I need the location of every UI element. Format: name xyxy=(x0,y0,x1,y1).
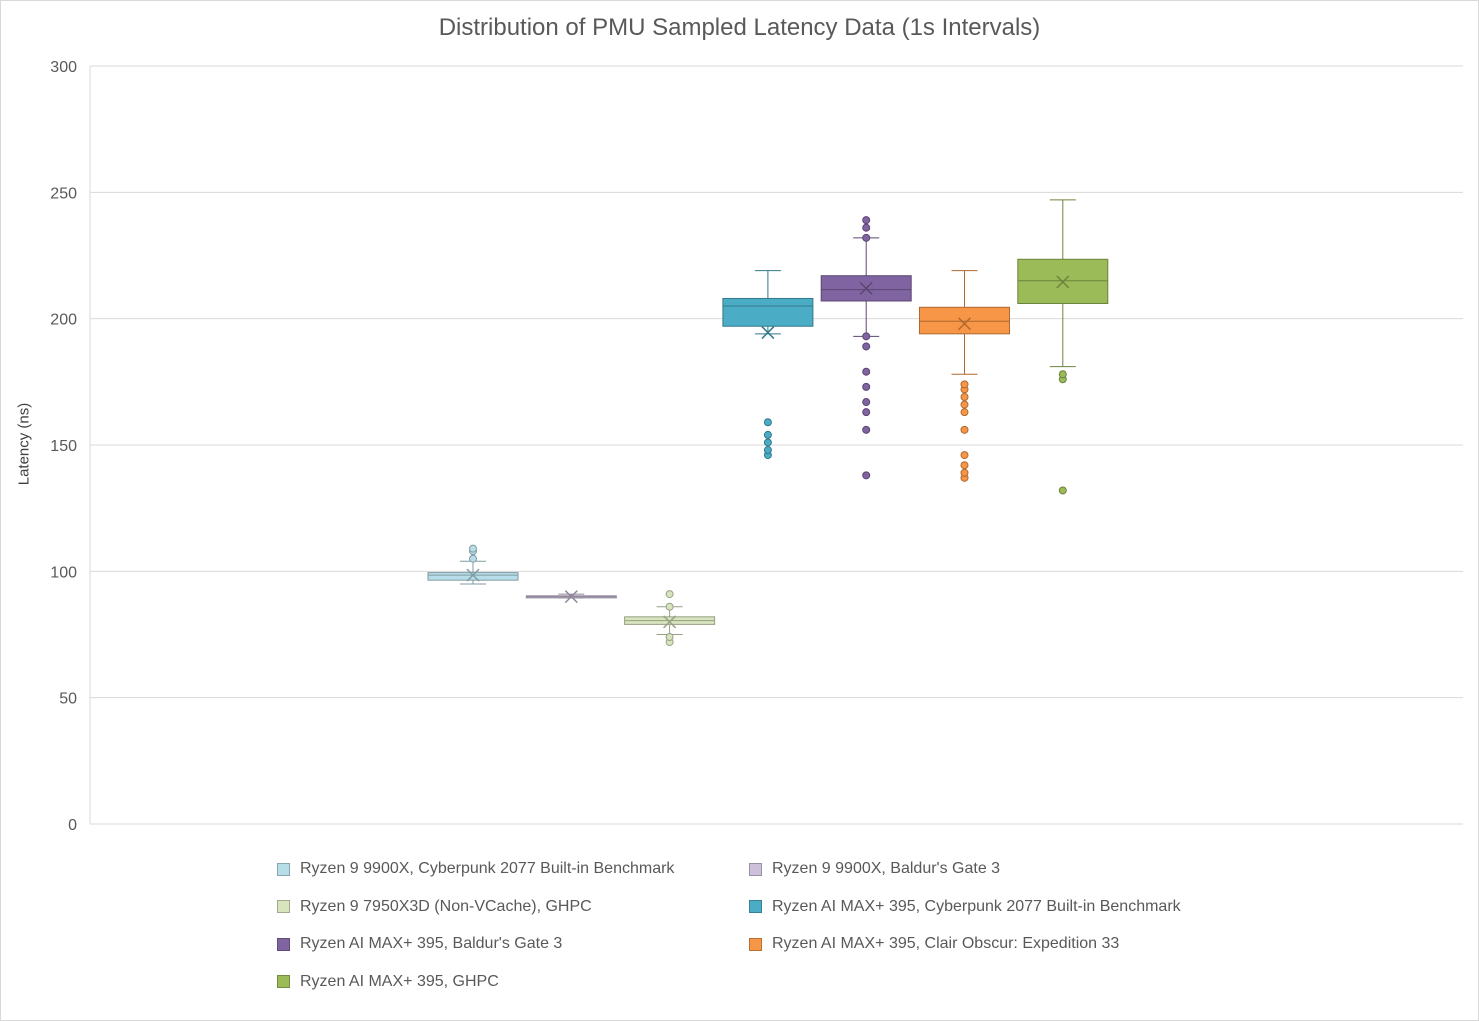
box-outlier-point xyxy=(862,342,871,351)
box-outlier-point xyxy=(1058,486,1067,495)
box-outlier-point xyxy=(960,380,969,389)
box-outlier-point xyxy=(469,544,477,553)
box-outlier-point xyxy=(469,554,477,563)
box-outlier-point xyxy=(665,633,674,642)
box-outlier-point xyxy=(960,408,969,417)
box-outlier-point xyxy=(960,461,969,470)
y-tick-label: 100 xyxy=(50,564,77,581)
legend-swatch xyxy=(277,900,290,913)
y-tick-label: 300 xyxy=(50,59,77,76)
box-outlier-point xyxy=(960,400,969,409)
box-outlier-point xyxy=(862,233,871,242)
legend-swatch xyxy=(749,937,762,951)
legend-item: Ryzen 9 9900X, Baldur's Gate 3 xyxy=(749,860,1000,878)
legend-swatch xyxy=(277,937,290,951)
box-outlier-point xyxy=(960,468,969,477)
box-mean-marker xyxy=(957,317,972,331)
box-outlier-point xyxy=(862,332,871,341)
y-tick-label: 250 xyxy=(50,185,77,202)
legend-swatch xyxy=(749,862,762,876)
legend-item: Ryzen AI MAX+ 395, Baldur's Gate 3 xyxy=(277,935,562,953)
legend-item: Ryzen 9 9900X, Cyberpunk 2077 Built-in B… xyxy=(277,860,674,878)
box-iqr xyxy=(722,297,814,327)
legend-swatch xyxy=(277,862,290,876)
legend-swatch xyxy=(749,900,762,913)
box-outlier-point xyxy=(763,438,772,447)
legend-label: Ryzen AI MAX+ 395, Cyberpunk 2077 Built-… xyxy=(772,897,1181,915)
y-tick-label: 150 xyxy=(50,438,77,455)
box-outlier-point xyxy=(1058,370,1067,379)
box-outlier-point xyxy=(862,408,871,417)
box-outlier-point xyxy=(862,367,871,376)
legend-item: Ryzen 9 7950X3D (Non-VCache), GHPC xyxy=(277,898,592,916)
legend-item: Ryzen AI MAX+ 395, GHPC xyxy=(277,973,499,991)
y-tick-label: 200 xyxy=(50,312,77,329)
legend-label: Ryzen 9 9900X, Baldur's Gate 3 xyxy=(772,860,1001,877)
box-outlier-point xyxy=(862,425,871,434)
box-outlier-point xyxy=(960,451,969,460)
legend-label: Ryzen 9 9900X, Cyberpunk 2077 Built-in B… xyxy=(300,860,675,877)
legend-item: Ryzen AI MAX+ 395, Clair Obscur: Expedit… xyxy=(749,935,1119,953)
legend-label: Ryzen AI MAX+ 395, GHPC xyxy=(300,972,499,990)
box-mean-marker xyxy=(564,590,578,604)
box-outlier-point xyxy=(763,446,772,455)
box-outlier-point xyxy=(665,602,674,611)
box-outlier-point xyxy=(862,471,871,480)
box-outlier-point xyxy=(665,590,674,599)
box-mean-marker xyxy=(1056,275,1070,289)
box-mean-marker xyxy=(663,615,677,629)
box-outlier-point xyxy=(862,382,871,391)
box-outlier-point xyxy=(862,223,871,232)
legend-label: Ryzen AI MAX+ 395, Baldur's Gate 3 xyxy=(300,935,563,952)
box-outlier-point xyxy=(862,216,871,225)
box-outlier-point xyxy=(960,425,969,434)
legend-label: Ryzen AI MAX+ 395, Clair Obscur: Expedit… xyxy=(772,935,1120,952)
box-iqr xyxy=(919,306,1010,335)
box-outlier-point xyxy=(763,418,772,427)
box-outlier-point xyxy=(763,430,772,439)
legend-item: Ryzen AI MAX+ 395, Cyberpunk 2077 Built-… xyxy=(749,898,1181,916)
box-mean-marker xyxy=(859,281,873,295)
box-iqr xyxy=(427,572,519,581)
box-mean-marker xyxy=(466,568,480,582)
y-tick-label: 50 xyxy=(59,691,77,708)
y-tick-label: 0 xyxy=(68,817,77,834)
box-mean-marker xyxy=(761,326,775,340)
legend-label: Ryzen 9 7950X3D (Non-VCache), GHPC xyxy=(300,897,592,915)
box-outlier-point xyxy=(960,392,969,401)
chart-title: Distribution of PMU Sampled Latency Data… xyxy=(438,14,1041,41)
box-outlier-point xyxy=(862,398,871,407)
legend-swatch xyxy=(277,975,290,988)
